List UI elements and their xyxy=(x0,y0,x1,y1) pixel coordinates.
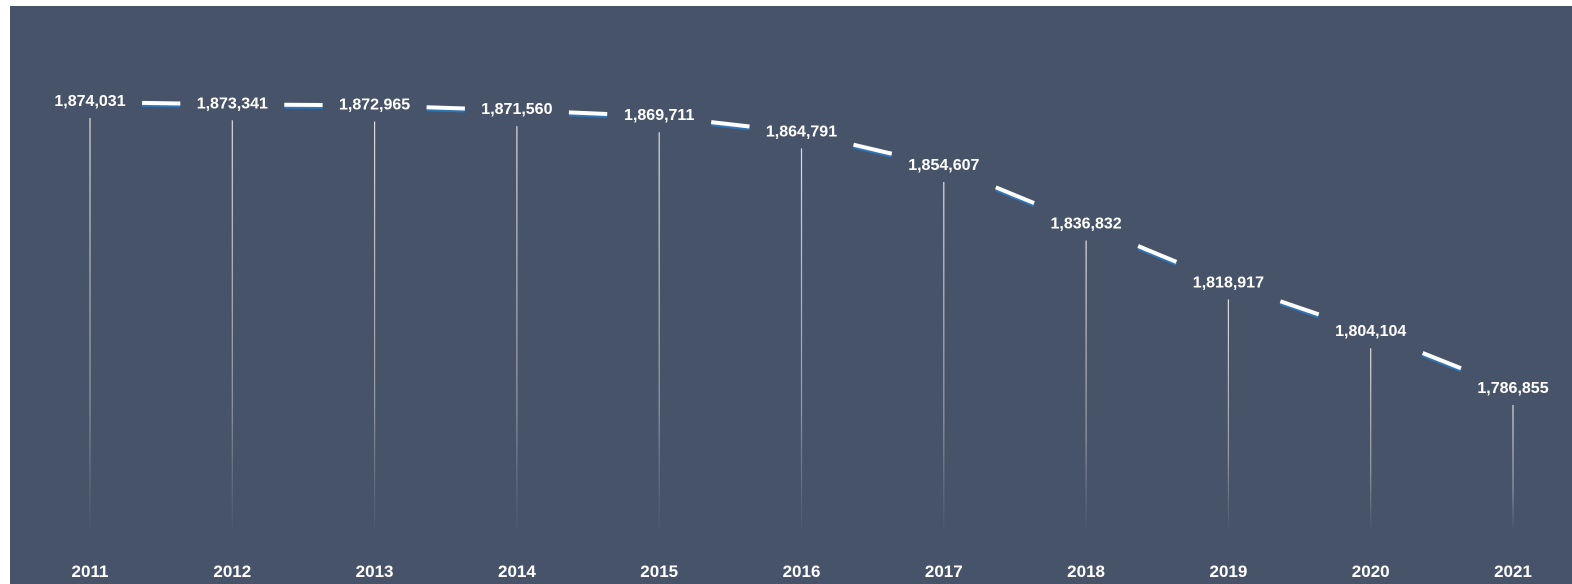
series-segment-2018 xyxy=(1137,244,1178,264)
data-label-2013: 1,872,965 xyxy=(339,97,410,114)
series-segment-2020 xyxy=(1421,351,1462,371)
series-segment-2019 xyxy=(1279,299,1320,317)
line-chart: 1,874,031 1,873,341 1,872,965 1,871,560 1,86… xyxy=(54,93,1548,581)
x-tick-label-2021: 2021 xyxy=(1494,562,1532,581)
x-tick-label-2018: 2018 xyxy=(1067,562,1105,581)
data-label-2017: 1,854,607 xyxy=(908,157,979,174)
x-tick-label-2019: 2019 xyxy=(1209,562,1247,581)
x-tick-label-2012: 2012 xyxy=(213,562,251,581)
data-label-2012: 1,873,341 xyxy=(197,95,268,112)
x-tick-label-2013: 2013 xyxy=(356,562,394,581)
series-segment-2015 xyxy=(710,120,750,129)
drop-line-2012 xyxy=(231,120,233,529)
drop-line-2017 xyxy=(943,181,945,528)
x-tick-label-2020: 2020 xyxy=(1352,562,1390,581)
x-axis-labels: 2011 2012 2013 2014 2015 2016 2017 2018 2019 2020… xyxy=(72,562,1532,581)
data-label-2021: 1,786,855 xyxy=(1477,380,1548,397)
data-label-2016: 1,864,791 xyxy=(766,123,837,140)
x-tick-label-2015: 2015 xyxy=(640,562,678,581)
x-tick-label-2011: 2011 xyxy=(72,562,109,581)
data-label-2011: 1,874,031 xyxy=(54,93,125,110)
drop-line-2020 xyxy=(1370,348,1372,528)
data-label-2020: 1,804,104 xyxy=(1335,323,1406,340)
drop-line-2011 xyxy=(89,118,91,528)
x-tick-label-2017: 2017 xyxy=(925,562,963,581)
series-line xyxy=(141,100,1462,373)
series-segment-2011 xyxy=(141,100,181,106)
drop-lines xyxy=(89,118,1514,529)
series-segment-2013 xyxy=(426,105,465,111)
x-tick-label-2014: 2014 xyxy=(498,562,536,581)
data-label-2019: 1,818,917 xyxy=(1193,274,1264,291)
data-labels: 1,874,031 1,873,341 1,872,965 1,871,560 1,86… xyxy=(54,93,1548,397)
drop-line-2013 xyxy=(374,121,376,529)
series-segment-2017 xyxy=(995,185,1035,205)
data-label-2014: 1,871,560 xyxy=(481,101,552,118)
series-segment-2014 xyxy=(568,110,608,116)
data-label-2018: 1,836,832 xyxy=(1051,215,1122,232)
drop-line-2018 xyxy=(1085,240,1087,529)
drop-line-2014 xyxy=(516,126,518,528)
drop-line-2019 xyxy=(1227,299,1229,528)
series-segment-2016 xyxy=(853,142,893,156)
drop-line-2015 xyxy=(658,132,660,528)
drop-line-2021 xyxy=(1512,405,1514,528)
drop-line-2016 xyxy=(800,148,803,528)
chart-area: 1,874,031 1,873,341 1,872,965 1,871,560 1,86… xyxy=(10,6,1572,584)
x-tick-label-2016: 2016 xyxy=(783,562,821,581)
data-label-2015: 1,869,711 xyxy=(624,107,694,124)
